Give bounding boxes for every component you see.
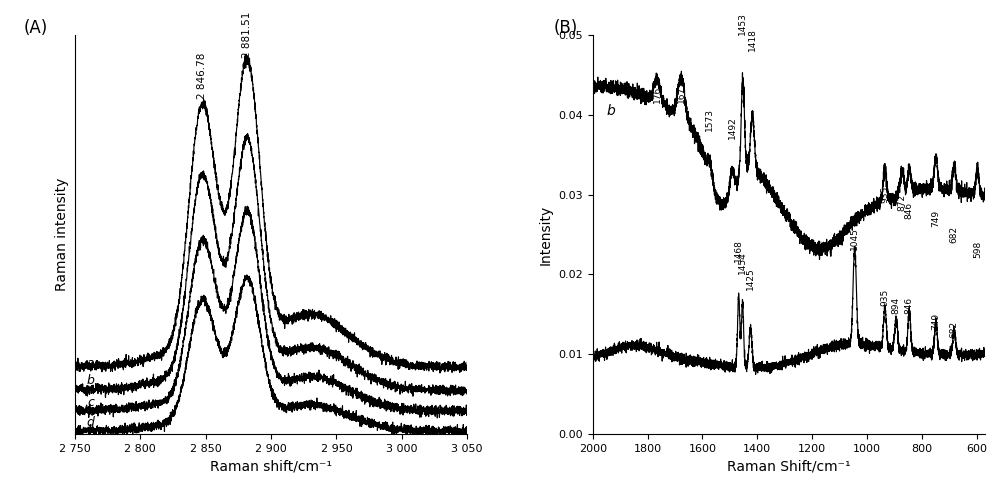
Text: 682: 682 (950, 226, 959, 243)
Text: 894: 894 (892, 297, 901, 314)
Text: 1677: 1677 (677, 80, 686, 103)
Text: 935: 935 (880, 185, 889, 203)
Text: 682: 682 (950, 321, 959, 338)
Text: 1492: 1492 (728, 116, 737, 139)
Y-axis label: Raman intensity: Raman intensity (55, 178, 69, 291)
Y-axis label: Intensity: Intensity (539, 205, 553, 264)
Text: 935: 935 (880, 289, 889, 306)
Text: (A): (A) (24, 19, 48, 37)
Text: b: b (606, 104, 615, 118)
Text: 749: 749 (931, 210, 940, 227)
Text: 2 881.51: 2 881.51 (242, 12, 252, 58)
Text: b: b (87, 374, 95, 387)
Text: c: c (87, 396, 94, 409)
Text: 1453: 1453 (738, 12, 747, 35)
X-axis label: Raman Shift/cm⁻¹: Raman Shift/cm⁻¹ (727, 460, 851, 474)
Text: a: a (87, 357, 95, 370)
Text: 1573: 1573 (705, 108, 714, 131)
Text: a: a (606, 345, 615, 359)
X-axis label: Raman shift/cm⁻¹: Raman shift/cm⁻¹ (210, 460, 332, 474)
Text: 1765: 1765 (653, 80, 662, 103)
Text: 1418: 1418 (748, 28, 757, 51)
Text: 1045: 1045 (850, 228, 859, 250)
Text: d: d (87, 416, 95, 429)
Text: 846: 846 (905, 297, 914, 314)
Text: 846: 846 (905, 202, 914, 219)
Text: 1425: 1425 (746, 267, 755, 290)
Text: (B): (B) (554, 19, 578, 37)
Text: 1454: 1454 (738, 251, 747, 274)
Text: 598: 598 (973, 241, 982, 258)
Text: 749: 749 (931, 313, 940, 330)
Text: 2 846.78: 2 846.78 (197, 53, 207, 99)
Text: 872: 872 (898, 194, 907, 211)
Text: 1468: 1468 (734, 240, 743, 262)
